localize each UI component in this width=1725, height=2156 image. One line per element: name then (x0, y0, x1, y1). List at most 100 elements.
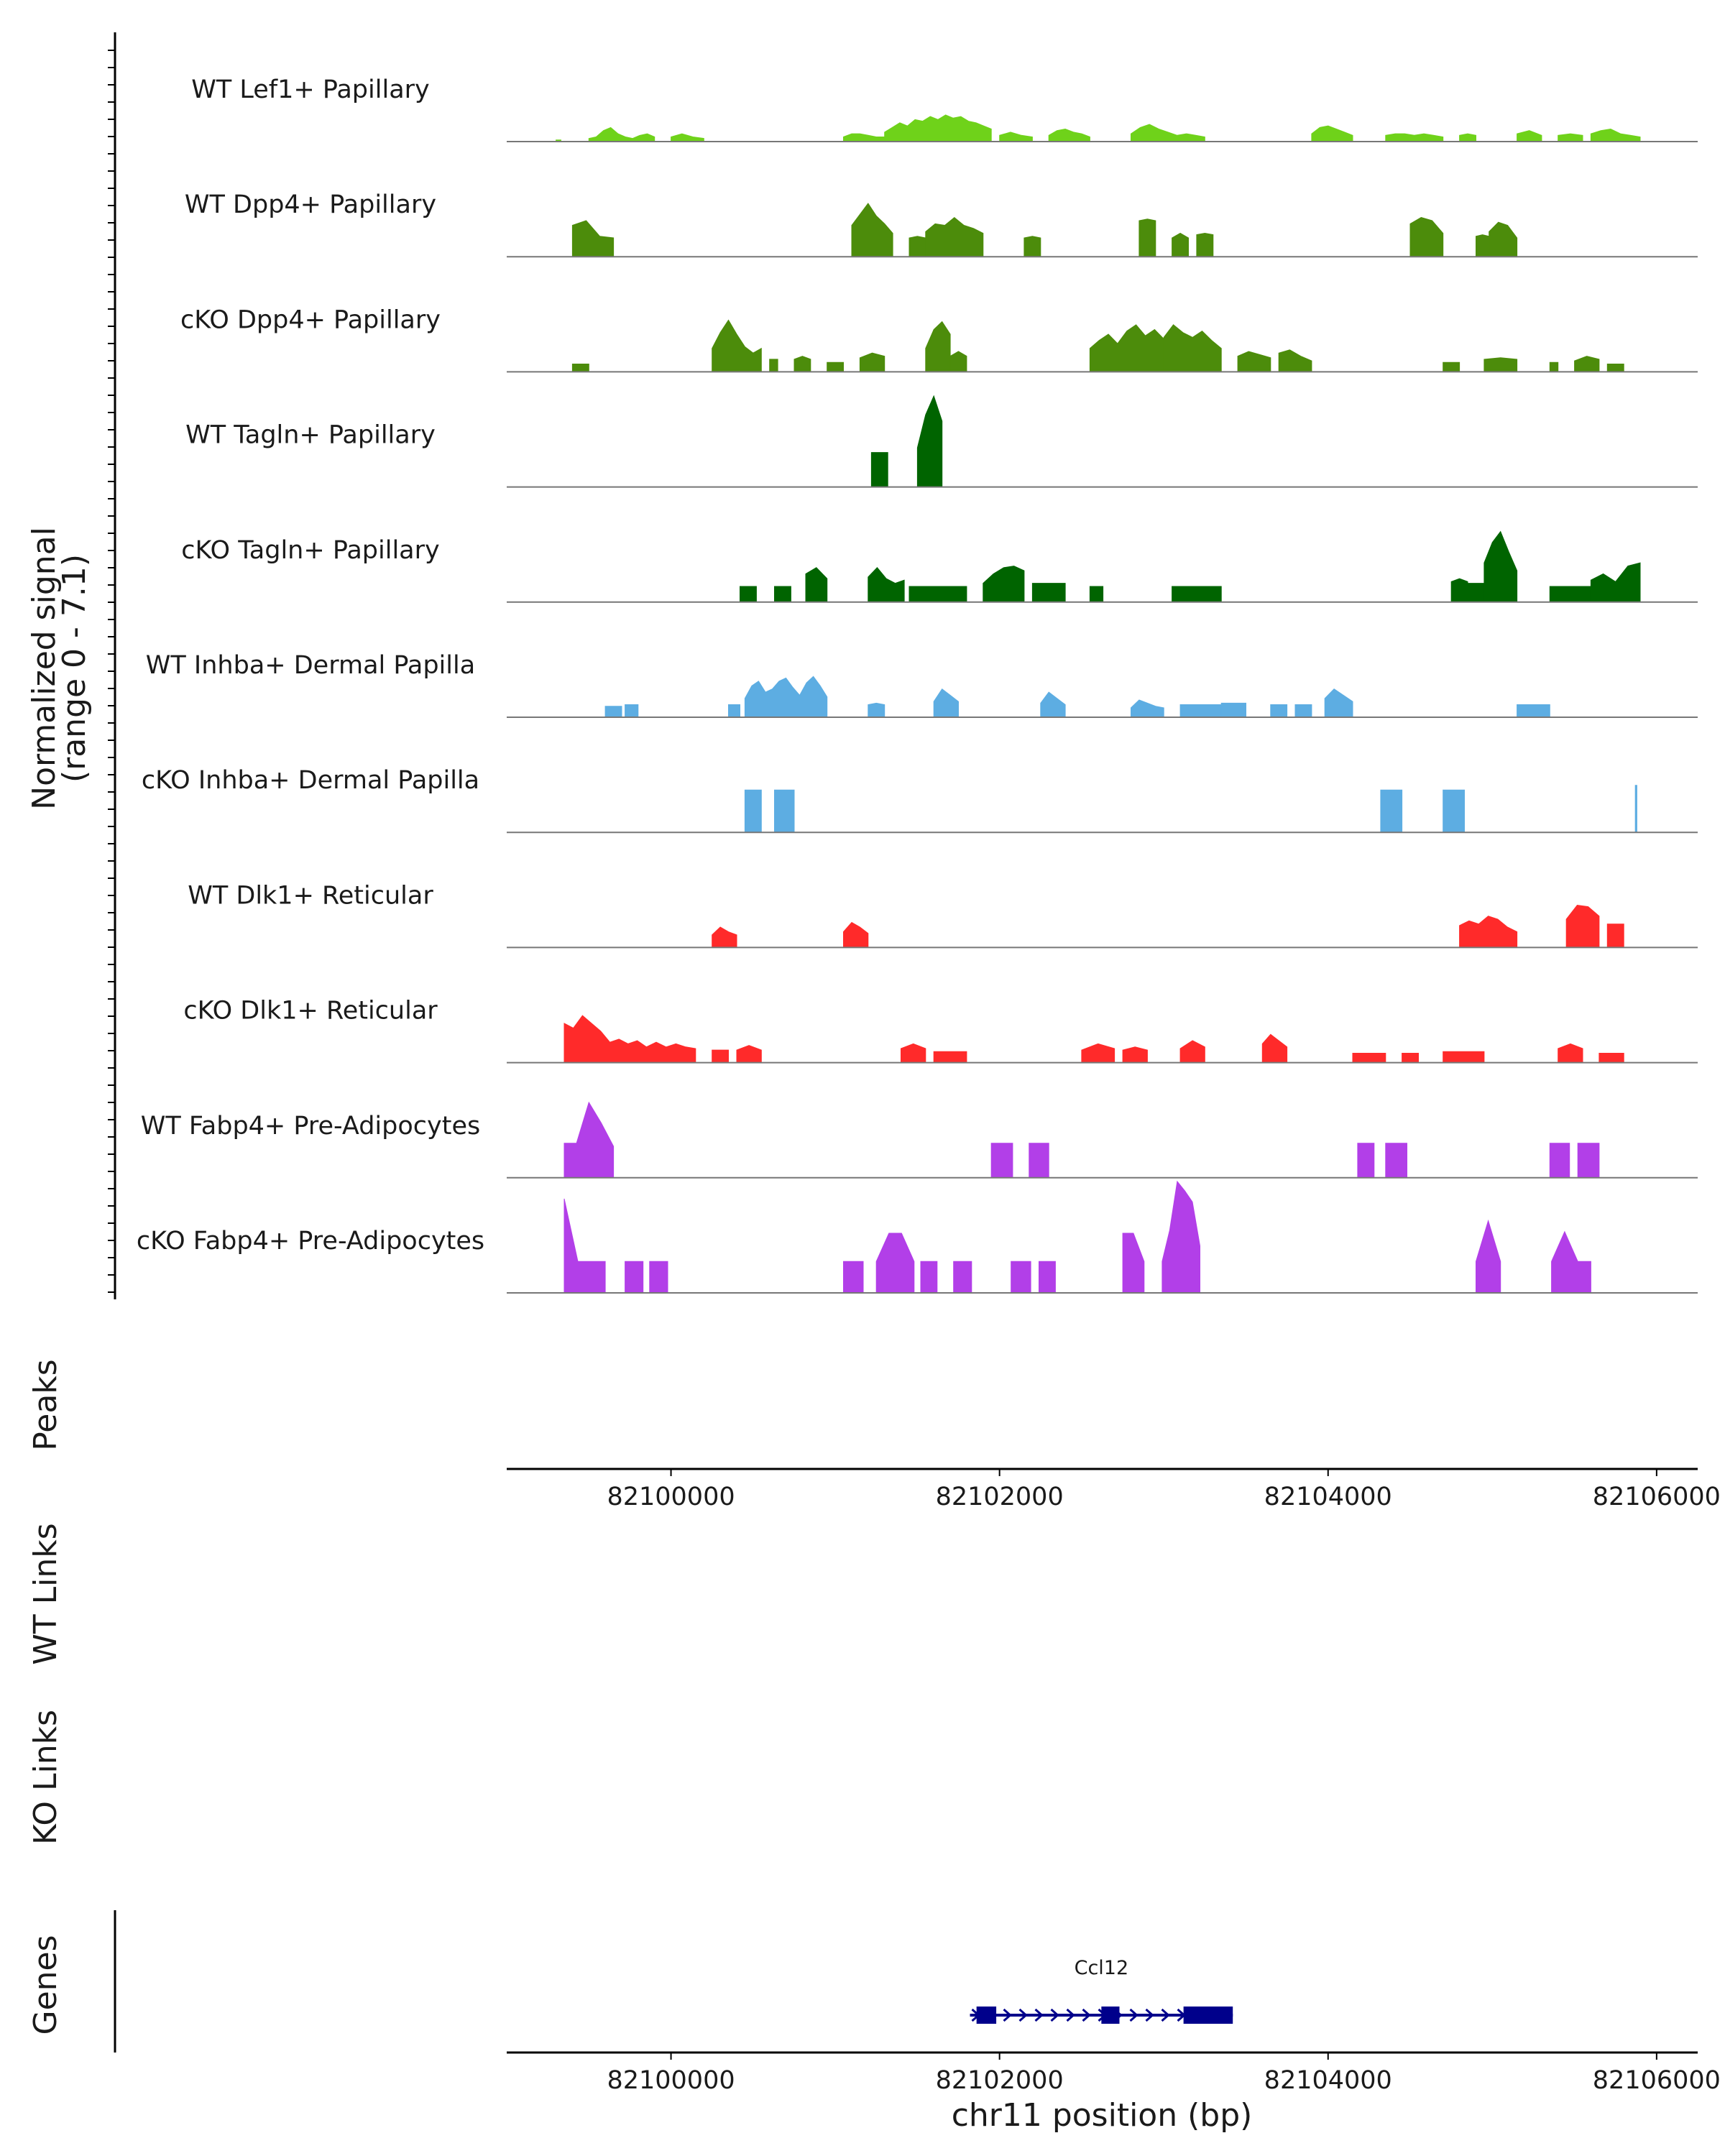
signal-peak (649, 1261, 668, 1294)
x-tick-label: 82100000 (607, 1483, 735, 1511)
signal-peak (1443, 789, 1465, 833)
y-axis-label: Normalized signal (26, 527, 63, 810)
track-6: WT Inhba+ Dermal Papilla (146, 651, 1698, 718)
signal-peak (1606, 364, 1624, 372)
signal-peak (868, 702, 886, 718)
signal-peak (1459, 916, 1518, 948)
signal-peak (1357, 1143, 1375, 1179)
signal-peak (1459, 133, 1476, 142)
signal-peak (1294, 704, 1312, 718)
signal-peak (870, 452, 888, 488)
track-9: cKO Dlk1+ Reticular (183, 997, 1698, 1064)
gene-track (970, 2007, 1233, 2024)
signal-y-axis-ticks (108, 50, 115, 1293)
signal-peak (884, 114, 992, 142)
strand-arrow (1003, 2008, 1012, 2022)
peaks-panel-label: Peaks (27, 1359, 64, 1450)
signal-peak (740, 586, 757, 603)
x-tick-label: 82102000 (936, 2066, 1064, 2095)
track-label: cKO Dlk1+ Reticular (183, 997, 438, 1026)
gene-exon (976, 2007, 997, 2024)
signal-peak (1011, 1261, 1031, 1294)
strand-arrow (1066, 2008, 1075, 2022)
wt-links-panel-label: WT Links (27, 1523, 64, 1664)
signal-peak (1402, 1053, 1419, 1064)
strand-arrow (1161, 2008, 1170, 2022)
strand-arrow (1018, 2008, 1028, 2022)
signal-peak (1138, 218, 1156, 257)
signal-peak (1443, 361, 1460, 372)
signal-peak (1484, 357, 1518, 372)
signal-peak (953, 1261, 972, 1294)
signal-peak (1031, 583, 1066, 603)
signal-peak (1577, 1143, 1600, 1179)
signal-peak (1380, 789, 1403, 833)
x-tick-label: 82106000 (1593, 1483, 1721, 1511)
signal-peak (1172, 232, 1189, 257)
signal-peak (774, 789, 795, 833)
track-4: WT Tagln+ Papillary (185, 395, 1698, 488)
signal-peak (868, 567, 905, 603)
strand-arrow (1129, 2008, 1138, 2022)
signal-peak (744, 789, 762, 833)
signal-peak (933, 1051, 967, 1064)
signal-peak (1598, 1053, 1624, 1064)
y-axis-range-label: (range 0 - 7.1) (56, 554, 93, 783)
signal-peak (712, 1049, 729, 1064)
signal-peak (769, 359, 778, 372)
track-5: cKO Tagln+ Papillary (181, 530, 1698, 603)
signal-peak (728, 704, 740, 718)
signal-peak (1352, 1053, 1386, 1064)
track-3: cKO Dpp4+ Papillary (180, 305, 1698, 373)
signal-peak (1196, 232, 1214, 257)
strand-arrow (1145, 2008, 1154, 2022)
signal-peak (1029, 1143, 1049, 1179)
signal-peak (1089, 586, 1104, 603)
signal-peak (1634, 785, 1637, 833)
signal-peak (908, 236, 926, 257)
signal-peak (1122, 1046, 1148, 1064)
strand-arrow (1034, 2008, 1044, 2022)
x-axis-label: chr11 position (bp) (952, 2097, 1253, 2134)
signal-peak (983, 566, 1025, 603)
track-1: WT Lef1+ Papillary (191, 75, 1698, 142)
signal-peak (1549, 1143, 1570, 1179)
signal-peak (1220, 702, 1246, 718)
gene-label: Ccl12 (1075, 1957, 1129, 1979)
x-tick-label: 82102000 (936, 1483, 1064, 1511)
signal-peak (794, 356, 811, 372)
track-label: cKO Inhba+ Dermal Papilla (142, 766, 479, 795)
signal-peak (925, 216, 984, 257)
signal-peak (1443, 1051, 1485, 1064)
signal-peak (1311, 125, 1353, 142)
track-8: WT Dlk1+ Reticular (188, 881, 1698, 949)
signal-peak (908, 586, 967, 603)
x-tick-label: 82100000 (607, 2066, 735, 2095)
signal-peak (920, 1261, 938, 1294)
signal-peak (1024, 236, 1041, 257)
track-7: cKO Inhba+ Dermal Papilla (142, 766, 1698, 834)
signal-peak (1484, 530, 1518, 603)
gene-exon (1183, 2007, 1233, 2024)
x-tick-label: 82104000 (1264, 2066, 1392, 2095)
signal-peak (1039, 1261, 1056, 1294)
signal-peak (1549, 361, 1559, 372)
signal-peak (588, 126, 656, 142)
track-label: WT Tagln+ Papillary (185, 421, 436, 450)
x-tick-label: 82104000 (1264, 1483, 1392, 1511)
track-2: WT Dpp4+ Papillary (185, 190, 1698, 258)
signal-peak (1385, 1143, 1407, 1179)
signal-peak (645, 1041, 696, 1064)
signal-peak (1467, 583, 1485, 603)
signal-peak (1172, 586, 1222, 603)
signal-peak (1590, 128, 1641, 142)
signal-peak (625, 1261, 644, 1294)
signal-peak (843, 1261, 864, 1294)
strand-arrow (1082, 2008, 1091, 2022)
strand-arrow (1050, 2008, 1059, 2022)
genes-x-axis: 82100000 82102000 82104000 82106000 (607, 2053, 1721, 2095)
signal-peak (774, 586, 791, 603)
track-label: cKO Fabp4+ Pre-Adipocytes (137, 1227, 484, 1256)
signal-peak (1385, 133, 1444, 142)
